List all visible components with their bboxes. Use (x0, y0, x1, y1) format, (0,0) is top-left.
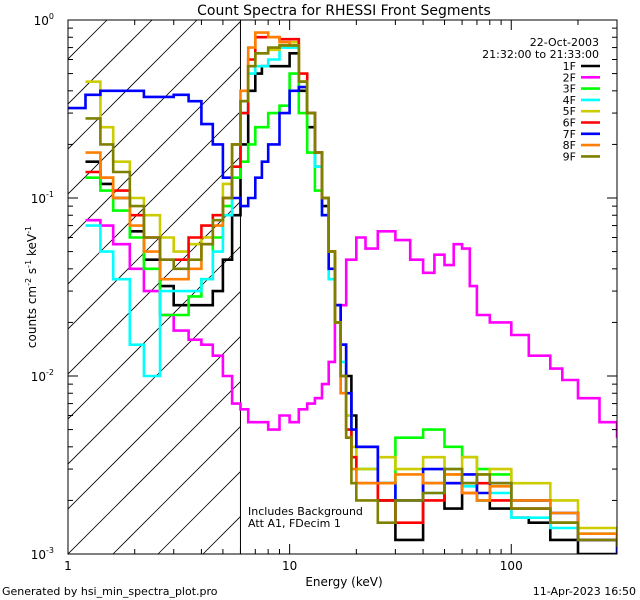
legend-label-6F: 6F (563, 117, 576, 130)
hatch-line-8 (68, 200, 241, 375)
time-range: 21:32:00 to 21:33:00 (482, 48, 599, 61)
observation-date: 22-Oct-2003 (530, 36, 599, 49)
footer-generated-by: Generated by hsi_min_spectra_plot.pro (2, 585, 218, 598)
y-tick-label-0: 10-3 (31, 546, 54, 562)
hatch-line-13 (112, 425, 241, 554)
y-tick-label-3: 100 (34, 12, 54, 28)
x-tick-label-0: 1 (64, 559, 72, 573)
x-tick-labels: 1 10 100 (64, 559, 523, 573)
legend-label-4F: 4F (563, 94, 576, 107)
series-2F-line (85, 218, 617, 438)
chart-title: Count Spectra for RHESSI Front Segments (197, 3, 491, 19)
hatched-region (68, 20, 241, 554)
hatch-line-12 (68, 380, 241, 554)
hatch-line-5 (68, 65, 241, 240)
legend-label-3F: 3F (563, 83, 576, 96)
annotation-attenuator: Att A1, FDecim 1 (248, 517, 341, 530)
legend-label-9F: 9F (563, 150, 576, 163)
y-tick-labels: 10-3 10-2 10-1 100 (31, 12, 54, 562)
axis-ticks (67, 19, 618, 555)
legend-label-2F: 2F (563, 71, 576, 84)
hatch-line-7 (68, 155, 241, 330)
legend-label-8F: 8F (563, 139, 576, 152)
x-axis-label: Energy (keV) (305, 575, 382, 589)
legend-label-7F: 7F (563, 128, 576, 141)
y-tick-label-2: 10-1 (31, 190, 54, 206)
x-tick-label-2: 100 (500, 559, 523, 573)
y-axis-label: counts cm-2 s-1 keV-1 (24, 226, 39, 348)
series-3F-line (85, 72, 617, 547)
plot-frame (67, 19, 618, 555)
footer-date: 11-Apr-2023 16:50 (532, 585, 636, 598)
legend-label-5F: 5F (563, 105, 576, 118)
y-tick-label-1: 10-2 (31, 368, 54, 384)
hatch-line-11 (68, 335, 241, 510)
x-tick-label-1: 10 (282, 559, 297, 573)
hatch-line-4 (68, 20, 241, 195)
legend-label-1F: 1F (563, 60, 576, 73)
series-9F-line (85, 44, 617, 547)
annotation-background: Includes Background (248, 505, 363, 518)
hatch-line-9 (68, 245, 241, 420)
hatch-line-3 (68, 20, 198, 150)
